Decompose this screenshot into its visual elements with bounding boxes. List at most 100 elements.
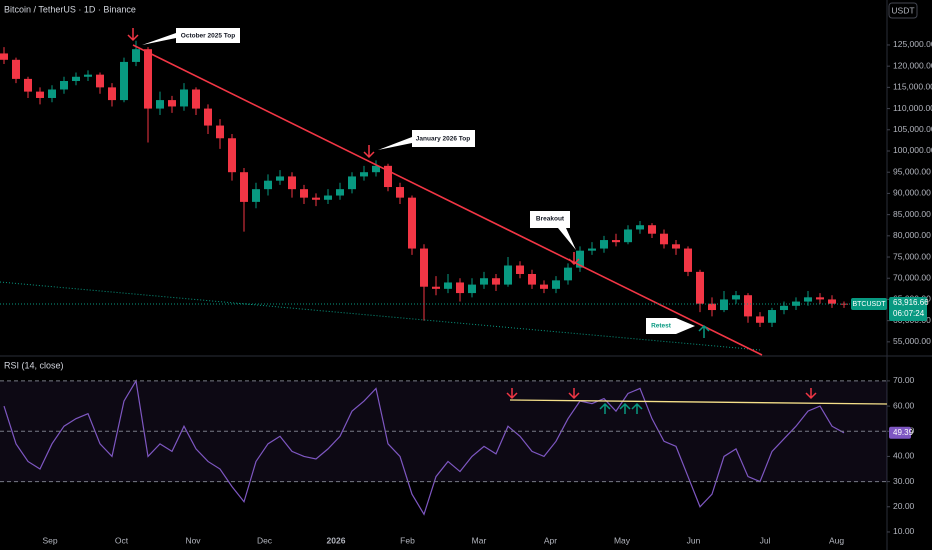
candle-body xyxy=(336,189,344,196)
candle-body xyxy=(228,138,236,173)
candle-body xyxy=(576,250,584,268)
candle-body xyxy=(132,49,140,62)
y-tick-label: 55,000.00 xyxy=(893,336,931,346)
x-tick-label: 2026 xyxy=(327,535,346,545)
candle-body xyxy=(480,278,488,285)
callout xyxy=(530,211,576,250)
candle-body xyxy=(408,197,416,249)
x-tick-label: Nov xyxy=(185,535,201,545)
candle-body xyxy=(696,271,704,304)
x-tick-label: Sep xyxy=(42,535,57,545)
candle-body xyxy=(624,229,632,243)
candle-body xyxy=(468,284,476,294)
candle-body xyxy=(360,172,368,177)
annotation: Retest xyxy=(651,323,672,330)
y-tick-label: 100,000.00 xyxy=(893,145,932,155)
candle-body xyxy=(768,310,776,323)
x-tick-label: Jul xyxy=(760,535,771,545)
candle-body xyxy=(684,248,692,272)
support-line xyxy=(0,281,761,351)
candle-body xyxy=(324,195,332,200)
candle-body xyxy=(516,265,524,274)
candle-body xyxy=(564,267,572,281)
candle-body xyxy=(552,280,560,289)
candle-body xyxy=(744,295,752,317)
candle-body xyxy=(384,165,392,188)
candle-body xyxy=(444,282,452,289)
x-tick-label: Dec xyxy=(257,535,273,545)
y-tick-label: 70.00 xyxy=(893,375,915,385)
candle-body xyxy=(588,248,596,251)
candle-body xyxy=(276,176,284,181)
candle-body xyxy=(180,89,188,107)
x-tick-label: Feb xyxy=(400,535,415,545)
currency-box[interactable] xyxy=(888,2,918,19)
candle-body xyxy=(372,165,380,173)
candle-body xyxy=(240,172,248,202)
x-tick-label: May xyxy=(614,535,631,545)
candle-body xyxy=(60,81,68,90)
candle-body xyxy=(72,76,80,82)
candle-body xyxy=(456,282,464,294)
candle-body xyxy=(660,233,668,245)
last-price-label: 63,916.66 xyxy=(893,298,929,307)
candle-body xyxy=(0,53,8,60)
callouts: October 2025 Top January 2026 Top Breako… xyxy=(142,28,695,334)
candle-body xyxy=(120,61,128,101)
y-tick-label: 70,000.00 xyxy=(893,272,931,282)
symbol-label: BTCUSDT xyxy=(852,301,886,308)
candle-body xyxy=(48,89,56,98)
candle-body xyxy=(144,49,152,109)
candle-body xyxy=(264,180,272,190)
rsi-trend-line xyxy=(509,399,888,405)
y-tick-label: 20.00 xyxy=(893,501,915,511)
candle-body xyxy=(504,265,512,285)
candle-body xyxy=(804,297,812,302)
currency[interactable]: USDT xyxy=(891,5,914,15)
candle-body xyxy=(612,240,620,243)
y-tick-label: 75,000.00 xyxy=(893,251,931,261)
y-tick-label: 125,000.00 xyxy=(893,39,932,49)
chart-title: Bitcoin / TetherUS · 1D · Binance xyxy=(4,4,136,14)
candle-body xyxy=(780,305,788,311)
rsi-last-label: 49.39 xyxy=(893,428,914,437)
rsi-title: RSI (14, close) xyxy=(4,360,64,370)
candle-body xyxy=(636,225,644,230)
y-tick-label: 120,000.00 xyxy=(893,60,932,70)
candle-body xyxy=(192,89,200,109)
callout xyxy=(378,130,475,150)
x-tick-label: Mar xyxy=(472,535,487,545)
candle-body xyxy=(24,78,32,92)
symbol-tag xyxy=(851,298,887,311)
annotation: Breakout xyxy=(536,216,565,223)
x-tick-label: Aug xyxy=(829,535,844,545)
y-tick-label: 110,000.00 xyxy=(893,103,932,113)
candle-body xyxy=(840,303,848,305)
candle-body xyxy=(216,125,224,139)
candle-body xyxy=(828,299,836,304)
x-tick-label: Oct xyxy=(115,535,129,545)
candle-body xyxy=(648,225,656,234)
y-tick-label: 30.00 xyxy=(893,476,915,486)
candle-body xyxy=(672,244,680,249)
annotation: January 2026 Top xyxy=(416,136,470,143)
candle-body xyxy=(432,286,440,289)
candle-body xyxy=(84,74,92,77)
candle-body xyxy=(708,303,716,311)
y-tick-label: 80,000.00 xyxy=(893,230,931,240)
candle-body xyxy=(168,100,176,107)
candle-body xyxy=(792,301,800,306)
y-tick-label: 115,000.00 xyxy=(893,82,932,92)
rsi-tag xyxy=(889,426,911,439)
candle-body xyxy=(108,87,116,101)
candle-body xyxy=(36,91,44,98)
candle-body xyxy=(420,248,428,287)
candle-body xyxy=(492,278,500,285)
rsi-line xyxy=(3,379,845,516)
candle-body xyxy=(528,273,536,285)
callout xyxy=(142,28,240,45)
top-arrows xyxy=(127,28,817,400)
y-tick-label: 95,000.00 xyxy=(893,166,931,176)
